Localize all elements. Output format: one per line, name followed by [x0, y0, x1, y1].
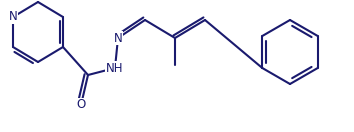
- Text: N: N: [114, 32, 122, 44]
- Text: O: O: [76, 98, 86, 112]
- Text: NH: NH: [106, 62, 124, 74]
- Text: N: N: [8, 11, 17, 23]
